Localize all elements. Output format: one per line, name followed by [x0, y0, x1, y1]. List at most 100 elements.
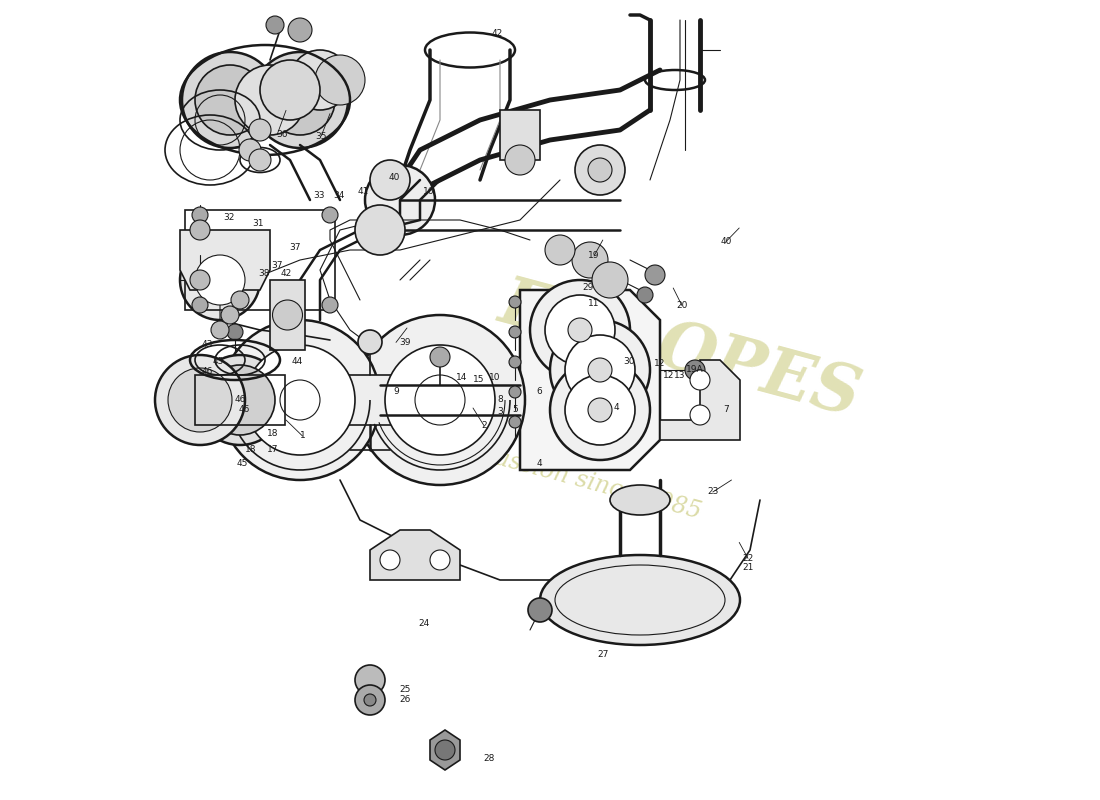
Text: 23: 23: [707, 487, 718, 497]
Circle shape: [182, 52, 278, 148]
Text: 46: 46: [239, 405, 250, 414]
Text: 21: 21: [742, 563, 754, 573]
Circle shape: [249, 149, 271, 171]
Text: 37: 37: [289, 243, 300, 253]
Text: 28: 28: [484, 754, 495, 763]
Circle shape: [364, 694, 376, 706]
Polygon shape: [430, 730, 460, 770]
Circle shape: [588, 358, 612, 382]
Text: 25: 25: [399, 685, 410, 694]
Text: 46: 46: [201, 367, 212, 377]
Text: 45: 45: [212, 357, 223, 366]
Circle shape: [322, 297, 338, 313]
Text: 8: 8: [497, 395, 504, 405]
Polygon shape: [180, 230, 270, 290]
Ellipse shape: [610, 485, 670, 515]
Text: 42: 42: [280, 269, 292, 278]
Circle shape: [528, 598, 552, 622]
Circle shape: [355, 685, 385, 715]
Text: 4: 4: [613, 403, 619, 413]
Ellipse shape: [540, 555, 740, 645]
Text: 37: 37: [272, 261, 283, 270]
Text: 29: 29: [583, 283, 594, 293]
Circle shape: [572, 242, 608, 278]
Circle shape: [322, 207, 338, 223]
Text: 27: 27: [597, 650, 608, 659]
Circle shape: [645, 265, 665, 285]
Bar: [500, 110, 540, 160]
Circle shape: [575, 145, 625, 195]
Circle shape: [190, 220, 210, 240]
Circle shape: [355, 315, 525, 485]
Text: 10: 10: [490, 373, 500, 382]
Circle shape: [565, 375, 635, 445]
Circle shape: [509, 326, 521, 338]
Circle shape: [637, 287, 653, 303]
Text: 36: 36: [276, 130, 287, 139]
Circle shape: [509, 356, 521, 368]
Bar: [270, 280, 305, 350]
Circle shape: [550, 360, 650, 460]
Circle shape: [290, 50, 350, 110]
Text: 32: 32: [223, 213, 234, 222]
Text: 16: 16: [424, 187, 434, 197]
Circle shape: [565, 335, 635, 405]
Circle shape: [370, 160, 410, 200]
Text: 26: 26: [399, 695, 410, 705]
Text: 9: 9: [393, 387, 399, 397]
Text: 15: 15: [473, 375, 484, 385]
Text: 33: 33: [314, 191, 324, 201]
Text: 42: 42: [492, 29, 503, 38]
Circle shape: [365, 165, 435, 235]
Text: 5: 5: [512, 405, 518, 414]
Circle shape: [530, 280, 630, 380]
Text: 13: 13: [674, 371, 685, 381]
Circle shape: [544, 235, 575, 265]
Circle shape: [249, 119, 271, 141]
Polygon shape: [660, 360, 740, 440]
Text: 31: 31: [253, 219, 264, 229]
Text: 45: 45: [236, 459, 248, 469]
Circle shape: [588, 158, 612, 182]
Circle shape: [509, 386, 521, 398]
Text: 43: 43: [201, 339, 212, 349]
Circle shape: [168, 368, 232, 432]
Circle shape: [315, 55, 365, 105]
Circle shape: [195, 65, 265, 135]
Text: 7: 7: [723, 405, 729, 414]
Text: 2: 2: [481, 421, 487, 430]
Bar: [185, 210, 336, 310]
Circle shape: [690, 370, 710, 390]
Circle shape: [280, 380, 320, 420]
Circle shape: [265, 65, 336, 135]
Circle shape: [358, 330, 382, 354]
Circle shape: [690, 405, 710, 425]
Circle shape: [355, 205, 405, 255]
Text: 17: 17: [267, 445, 278, 454]
Text: 19: 19: [588, 251, 600, 261]
Text: 22: 22: [742, 554, 754, 563]
Text: 14: 14: [456, 373, 468, 382]
Circle shape: [430, 347, 450, 367]
Circle shape: [155, 355, 245, 445]
Circle shape: [588, 398, 612, 422]
Circle shape: [231, 291, 249, 309]
Circle shape: [190, 270, 210, 290]
Text: 34: 34: [333, 191, 344, 201]
Circle shape: [592, 262, 628, 298]
Bar: [310, 375, 430, 425]
Text: 3: 3: [497, 407, 504, 417]
Circle shape: [252, 52, 348, 148]
Text: a passion since 1985: a passion since 1985: [456, 437, 703, 523]
Circle shape: [505, 145, 535, 175]
Circle shape: [239, 139, 261, 161]
Text: 38: 38: [258, 269, 270, 278]
Circle shape: [379, 550, 400, 570]
Text: 40: 40: [720, 237, 732, 246]
Circle shape: [550, 320, 650, 420]
Text: 30: 30: [624, 357, 635, 366]
Text: 40: 40: [388, 173, 399, 182]
Circle shape: [245, 345, 355, 455]
Text: 46: 46: [234, 395, 245, 405]
Circle shape: [195, 355, 285, 445]
